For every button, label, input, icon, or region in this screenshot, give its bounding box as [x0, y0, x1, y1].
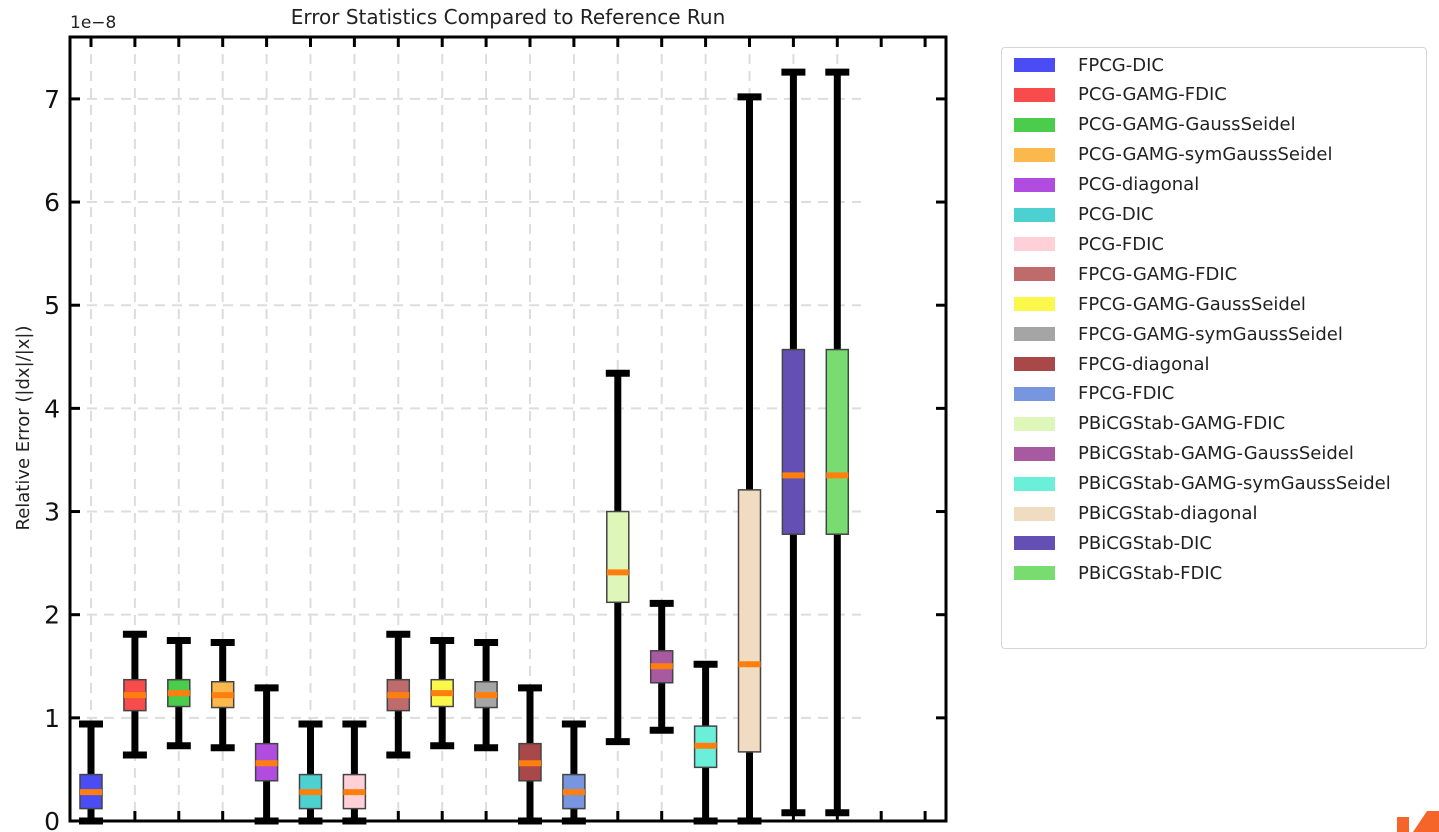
- legend-swatch: [1014, 536, 1055, 551]
- box-group: [561, 720, 586, 825]
- legend-item: FPCG-GAMG-GaussSeidel: [1014, 292, 1306, 316]
- box-iqr: [781, 348, 806, 535]
- box-group: [79, 720, 103, 825]
- box-group: [474, 639, 499, 752]
- y-axis-label: Relative Error (|dx|/|x|): [13, 325, 34, 530]
- box-group: [518, 684, 542, 825]
- legend-swatch: [1014, 566, 1055, 581]
- legend-swatch: [1014, 237, 1055, 252]
- legend-label: FPCG-DIC: [1078, 54, 1164, 76]
- plot-frame: [68, 35, 948, 823]
- box-group: [737, 93, 762, 825]
- box-group: [649, 599, 674, 734]
- box-group: [254, 684, 279, 825]
- legend-swatch: [1014, 297, 1055, 312]
- legend-swatch: [1014, 506, 1055, 521]
- box-group: [122, 630, 147, 759]
- legend-item: FPCG-GAMG-symGaussSeidel: [1014, 322, 1343, 346]
- legend-item: PCG-DIC: [1014, 203, 1154, 227]
- box-group: [430, 636, 455, 750]
- legend-item: FPCG-diagonal: [1014, 352, 1210, 376]
- box-group: [166, 636, 191, 750]
- box-group: [693, 660, 718, 825]
- legend-swatch: [1014, 446, 1055, 461]
- box-group: [781, 68, 806, 817]
- box-group: [298, 720, 323, 825]
- legend-label: PCG-diagonal: [1078, 174, 1200, 196]
- legend-item: FPCG-GAMG-FDIC: [1014, 262, 1237, 286]
- legend-swatch: [1014, 58, 1055, 72]
- box-group: [605, 369, 630, 746]
- y-tick-label: 2: [44, 601, 60, 630]
- legend-swatch: [1014, 267, 1055, 282]
- legend-item: PCG-diagonal: [1014, 173, 1199, 197]
- legend-swatch: [1014, 117, 1055, 132]
- legend-item: PCG-GAMG-GaussSeidel: [1014, 113, 1296, 137]
- legend-item: PBiCGStab-FDIC: [1014, 561, 1222, 585]
- y-tick-label: 5: [44, 291, 60, 320]
- corner-logo: [1397, 811, 1439, 832]
- y-tick-label: 3: [44, 498, 60, 527]
- legend-item: PBiCGStab-diagonal: [1014, 502, 1258, 526]
- legend-label: FPCG-GAMG-symGaussSeidel: [1078, 323, 1343, 345]
- legend-item: PBiCGStab-GAMG-FDIC: [1014, 412, 1285, 436]
- legend-label: PBiCGStab-GAMG-symGaussSeidel: [1078, 473, 1391, 495]
- legend-label: PCG-GAMG-symGaussSeidel: [1078, 144, 1333, 166]
- legend-swatch: [1014, 147, 1055, 162]
- legend-item: PBiCGStab-GAMG-symGaussSeidel: [1014, 472, 1391, 496]
- legend-swatch: [1014, 476, 1055, 491]
- legend: FPCG-DIC PCG-GAMG-FDIC PCG-GAMG-GaussSeide…: [1001, 47, 1427, 649]
- box-group: [386, 630, 411, 759]
- y-scale-label: 1e−8: [70, 13, 116, 33]
- legend-label: FPCG-GAMG-GaussSeidel: [1078, 293, 1306, 315]
- legend-label: FPCG-GAMG-FDIC: [1078, 263, 1238, 285]
- legend-label: PBiCGStab-GAMG-GaussSeidel: [1078, 443, 1354, 465]
- legend-item: PCG-FDIC: [1014, 232, 1164, 256]
- legend-swatch: [1014, 207, 1055, 222]
- legend-label: PCG-GAMG-FDIC: [1078, 84, 1227, 106]
- legend-swatch: [1014, 87, 1055, 102]
- box-series: [79, 68, 850, 825]
- box-group: [342, 720, 367, 825]
- box-iqr: [825, 348, 850, 535]
- legend-item: PBiCGStab-GAMG-GaussSeidel: [1014, 442, 1354, 466]
- box-group: [825, 68, 850, 817]
- legend-label: PBiCGStab-diagonal: [1078, 503, 1258, 524]
- legend-label: FPCG-FDIC: [1078, 383, 1175, 405]
- y-tick-label: 4: [44, 394, 60, 423]
- axis-ticks: 0 1 2 3 4 5 6 7: [44, 37, 946, 832]
- legend-item: FPCG-FDIC: [1014, 382, 1174, 406]
- legend-label: PBiCGStab-GAMG-FDIC: [1078, 413, 1286, 435]
- legend-swatch: [1014, 177, 1055, 192]
- box-iqr: [606, 510, 630, 604]
- legend-item: PCG-GAMG-FDIC: [1014, 83, 1227, 107]
- y-tick-label: 7: [44, 85, 60, 114]
- legend-item: PBiCGStab-DIC: [1014, 531, 1212, 555]
- legend-label: PBiCGStab-DIC: [1078, 532, 1212, 554]
- legend-label: PCG-DIC: [1078, 204, 1154, 225]
- box-iqr: [737, 489, 762, 753]
- legend-item: PCG-GAMG-symGaussSeidel: [1014, 143, 1332, 167]
- legend-label: FPCG-diagonal: [1078, 353, 1210, 375]
- legend-swatch: [1014, 386, 1055, 401]
- box-group: [210, 639, 235, 752]
- chart-title: Error Statistics Compared to Reference R…: [291, 5, 726, 29]
- y-tick-label: 1: [44, 704, 60, 733]
- legend-swatch: [1014, 327, 1055, 342]
- y-tick-label: 6: [44, 188, 60, 217]
- y-tick-label: 0: [44, 807, 60, 832]
- legend-label: PBiCGStab-FDIC: [1078, 562, 1223, 584]
- legend-item: FPCG-DIC: [1014, 53, 1164, 77]
- legend-swatch: [1014, 416, 1055, 431]
- legend-label: PCG-GAMG-GaussSeidel: [1078, 114, 1296, 136]
- legend-label: PCG-FDIC: [1078, 233, 1164, 255]
- legend-swatch: [1014, 357, 1055, 371]
